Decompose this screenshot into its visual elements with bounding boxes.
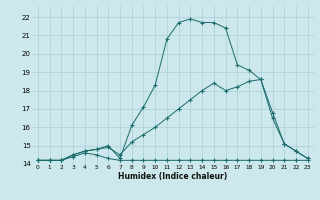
X-axis label: Humidex (Indice chaleur): Humidex (Indice chaleur) bbox=[118, 172, 228, 181]
